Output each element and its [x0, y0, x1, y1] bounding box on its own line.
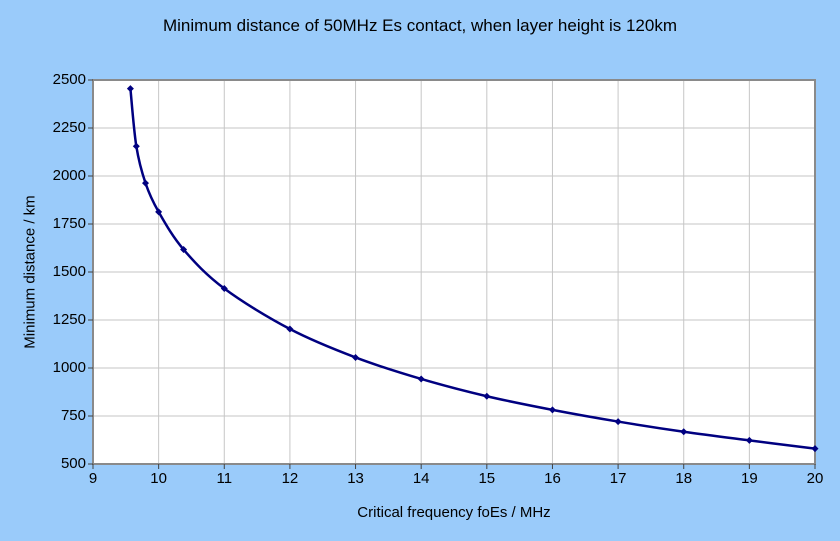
x-tick-label: 20	[806, 470, 824, 487]
x-tick-label: 9	[88, 470, 98, 487]
plot-canvas	[88, 79, 819, 469]
x-axis-title: Critical frequency foEs / MHz	[357, 504, 551, 521]
x-tick-label: 11	[216, 470, 233, 487]
y-tick-label: 2000	[52, 167, 86, 184]
chart-title: Minimum distance of 50MHz Es contact, wh…	[162, 16, 677, 35]
x-tick-label: 10	[150, 470, 167, 487]
data-point-marker	[286, 325, 294, 333]
data-point-marker	[811, 445, 819, 453]
x-tick-label: 16	[544, 470, 561, 487]
data-series-line	[129, 87, 817, 450]
x-tick-label: 15	[478, 470, 496, 487]
data-point-marker	[220, 285, 228, 293]
y-tick-label: 2500	[52, 71, 86, 88]
data-point-marker	[417, 375, 425, 383]
x-tick-label: 14	[412, 470, 430, 487]
x-tick-label: 17	[609, 470, 627, 487]
data-point-marker	[548, 406, 556, 414]
x-tick-label: 13	[347, 470, 364, 487]
x-tick-label: 19	[741, 470, 758, 487]
data-point-marker	[155, 208, 163, 216]
x-tick-label: 12	[281, 470, 299, 487]
data-point-marker	[614, 418, 622, 426]
y-tick-label: 500	[60, 455, 86, 472]
data-point-marker	[352, 353, 360, 361]
y-tick-label: 1000	[52, 359, 86, 376]
plot-area	[88, 79, 819, 469]
y-tick-label: 1750	[52, 215, 86, 232]
y-tick-label: 1500	[52, 263, 86, 280]
data-point-marker	[680, 428, 688, 436]
y-tick-label: 750	[60, 407, 86, 424]
data-point-marker	[483, 392, 491, 400]
y-tick-label: 2250	[52, 119, 86, 136]
data-point-marker	[180, 246, 188, 254]
y-tick-label: 1250	[52, 311, 86, 328]
data-point-marker	[142, 179, 150, 187]
data-point-marker	[745, 436, 753, 444]
data-point-marker	[132, 142, 140, 150]
x-tick-label: 18	[675, 470, 693, 487]
